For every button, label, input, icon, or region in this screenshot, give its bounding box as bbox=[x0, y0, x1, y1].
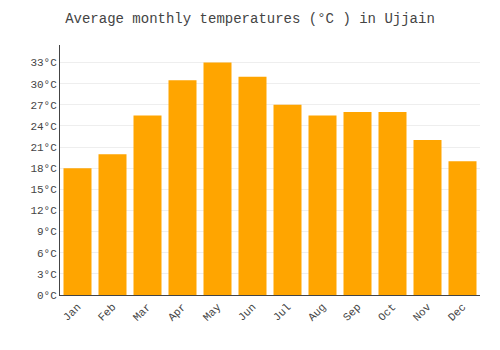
svg-text:24°C: 24°C bbox=[30, 121, 57, 133]
svg-text:Aug: Aug bbox=[306, 301, 328, 323]
svg-text:Oct: Oct bbox=[376, 301, 398, 323]
svg-text:Jan: Jan bbox=[61, 301, 83, 323]
svg-text:9°C: 9°C bbox=[37, 226, 57, 238]
svg-text:Feb: Feb bbox=[96, 301, 118, 323]
svg-text:15°C: 15°C bbox=[30, 184, 57, 196]
svg-text:12°C: 12°C bbox=[30, 205, 57, 217]
svg-text:18°C: 18°C bbox=[30, 163, 57, 175]
svg-text:0°C: 0°C bbox=[37, 290, 57, 302]
svg-text:27°C: 27°C bbox=[30, 100, 57, 112]
svg-text:Mar: Mar bbox=[131, 301, 153, 323]
svg-text:May: May bbox=[201, 301, 224, 324]
svg-text:33°C: 33°C bbox=[30, 57, 57, 69]
svg-text:Sep: Sep bbox=[341, 301, 363, 323]
svg-text:Jun: Jun bbox=[236, 301, 258, 323]
svg-text:Average monthly temperatures (: Average monthly temperatures (°C ) in Uj… bbox=[65, 11, 435, 27]
svg-text:6°C: 6°C bbox=[37, 248, 57, 260]
svg-text:Nov: Nov bbox=[411, 301, 434, 324]
svg-text:30°C: 30°C bbox=[30, 79, 57, 91]
svg-text:Dec: Dec bbox=[446, 301, 468, 323]
svg-text:21°C: 21°C bbox=[30, 142, 57, 154]
svg-text:Jul: Jul bbox=[271, 301, 293, 323]
svg-text:Apr: Apr bbox=[166, 301, 188, 323]
svg-text:3°C: 3°C bbox=[37, 269, 57, 281]
